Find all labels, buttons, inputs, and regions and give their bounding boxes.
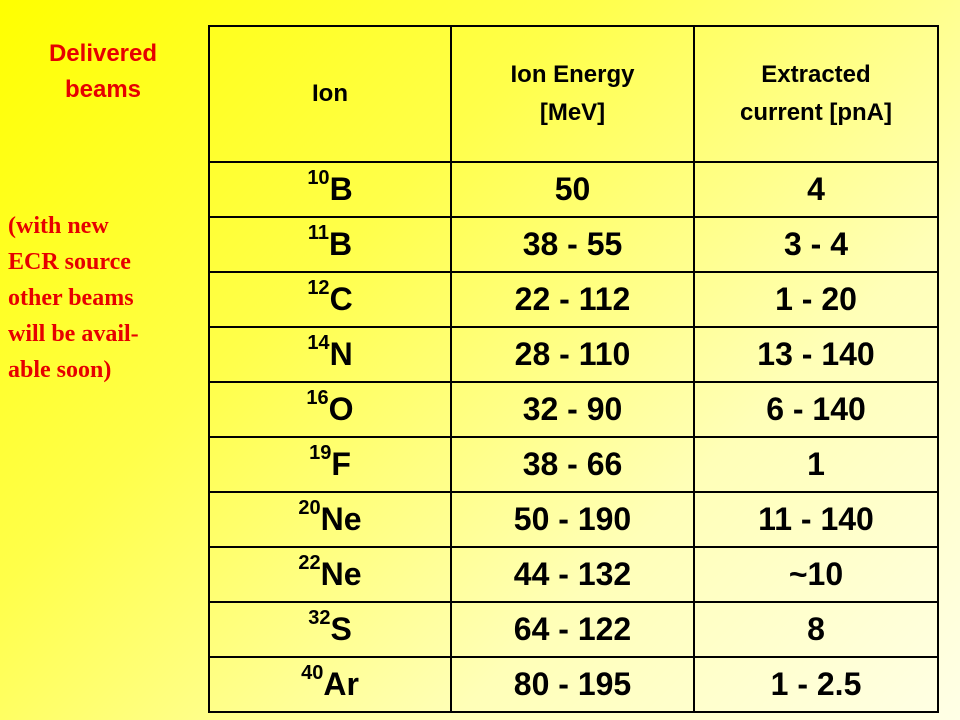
table-row: 32S 64 - 122 8 [208, 601, 939, 658]
header-ion-energy: Ion Energy [MeV] [450, 25, 695, 163]
element-symbol: Ne [320, 501, 362, 537]
table-row: 10B 50 4 [208, 161, 939, 218]
ion-cell: 12C [208, 271, 452, 328]
ion-cell: 20Ne [208, 491, 452, 548]
slide-title-line-1: Delivered [48, 40, 158, 67]
element-symbol: B [329, 226, 353, 262]
slide-title: Delivered beams [8, 36, 198, 108]
ion-energy-cell: 80 - 195 [450, 656, 695, 713]
ion-energy-cell: 50 [450, 161, 695, 218]
ion-cell: 19F [208, 436, 452, 493]
element-symbol: O [328, 391, 354, 427]
table-row: 12C 22 - 112 1 - 20 [208, 271, 939, 328]
note-line-3: other beams [8, 285, 134, 311]
extracted-current-cell: 11 - 140 [693, 491, 939, 548]
ion-energy-cell: 38 - 55 [450, 216, 695, 273]
element-symbol: S [330, 611, 352, 647]
element-symbol: N [329, 336, 353, 372]
ion-energy-cell: 38 - 66 [450, 436, 695, 493]
element-symbol: F [331, 446, 351, 482]
element-symbol: C [329, 281, 353, 317]
extracted-current-cell: 4 [693, 161, 939, 218]
ion-cell: 11B [208, 216, 452, 273]
extracted-current-cell: 1 - 20 [693, 271, 939, 328]
header-ion: Ion [208, 25, 452, 163]
note-line-1: (with new [8, 213, 109, 239]
mass-number: 22 [298, 552, 321, 574]
beams-table: Ion Ion Energy [MeV] Extracted current [… [208, 25, 939, 713]
table-row: 11B 38 - 55 3 - 4 [208, 216, 939, 273]
mass-number: 16 [306, 387, 329, 409]
mass-number: 12 [307, 277, 330, 299]
extracted-current-cell: 6 - 140 [693, 381, 939, 438]
table-row: 20Ne 50 - 190 11 - 140 [208, 491, 939, 548]
table-row: 40Ar 80 - 195 1 - 2.5 [208, 656, 939, 713]
extracted-current-cell: 13 - 140 [693, 326, 939, 383]
note-line-2: ECR source [8, 249, 131, 275]
mass-number: 10 [307, 167, 330, 189]
header-ion-energy-line-2: [MeV] [539, 99, 606, 126]
table-body: 10B 50 4 11B 38 - 55 3 - 4 12C 22 - 112 1 - 20 14… [208, 161, 939, 713]
note-line-4: will be avail- [8, 321, 139, 347]
ion-energy-cell: 32 - 90 [450, 381, 695, 438]
extracted-current-cell: 3 - 4 [693, 216, 939, 273]
ion-cell: 32S [208, 601, 452, 658]
element-symbol: B [329, 171, 353, 207]
ion-energy-cell: 28 - 110 [450, 326, 695, 383]
mass-number: 11 [307, 222, 330, 244]
ion-energy-cell: 22 - 112 [450, 271, 695, 328]
table-row: 14N 28 - 110 13 - 140 [208, 326, 939, 383]
element-symbol: Ne [320, 556, 362, 592]
mass-number: 40 [301, 662, 324, 684]
ion-energy-cell: 50 - 190 [450, 491, 695, 548]
extracted-current-cell: 1 [693, 436, 939, 493]
mass-number: 19 [309, 442, 332, 464]
ion-cell: 40Ar [208, 656, 452, 713]
note-line-5: able soon) [8, 357, 112, 383]
mass-number: 20 [298, 497, 321, 519]
header-ion-label: Ion [312, 80, 348, 107]
table-row: 22Ne 44 - 132 ~10 [208, 546, 939, 603]
header-extracted-current: Extracted current [pnA] [693, 25, 939, 163]
extracted-current-cell: 8 [693, 601, 939, 658]
mass-number: 14 [307, 332, 330, 354]
ion-cell: 14N [208, 326, 452, 383]
header-ion-energy-line-1: Ion Energy [510, 61, 635, 88]
extracted-current-cell: ~10 [693, 546, 939, 603]
table-row: 19F 38 - 66 1 [208, 436, 939, 493]
ion-energy-cell: 64 - 122 [450, 601, 695, 658]
header-extracted-current-line-2: current [pnA] [740, 99, 892, 126]
availability-note: (with new ECR source other beams will be… [8, 208, 198, 388]
element-symbol: Ar [323, 666, 359, 702]
ion-cell: 22Ne [208, 546, 452, 603]
ion-cell: 10B [208, 161, 452, 218]
ion-energy-cell: 44 - 132 [450, 546, 695, 603]
header-extracted-current-line-1: Extracted [761, 61, 871, 88]
slide-title-line-2: beams [64, 76, 142, 103]
ion-cell: 16O [208, 381, 452, 438]
table-row: 16O 32 - 90 6 - 140 [208, 381, 939, 438]
extracted-current-cell: 1 - 2.5 [693, 656, 939, 713]
table-header-row: Ion Ion Energy [MeV] Extracted current [… [208, 25, 939, 163]
mass-number: 32 [308, 607, 331, 629]
